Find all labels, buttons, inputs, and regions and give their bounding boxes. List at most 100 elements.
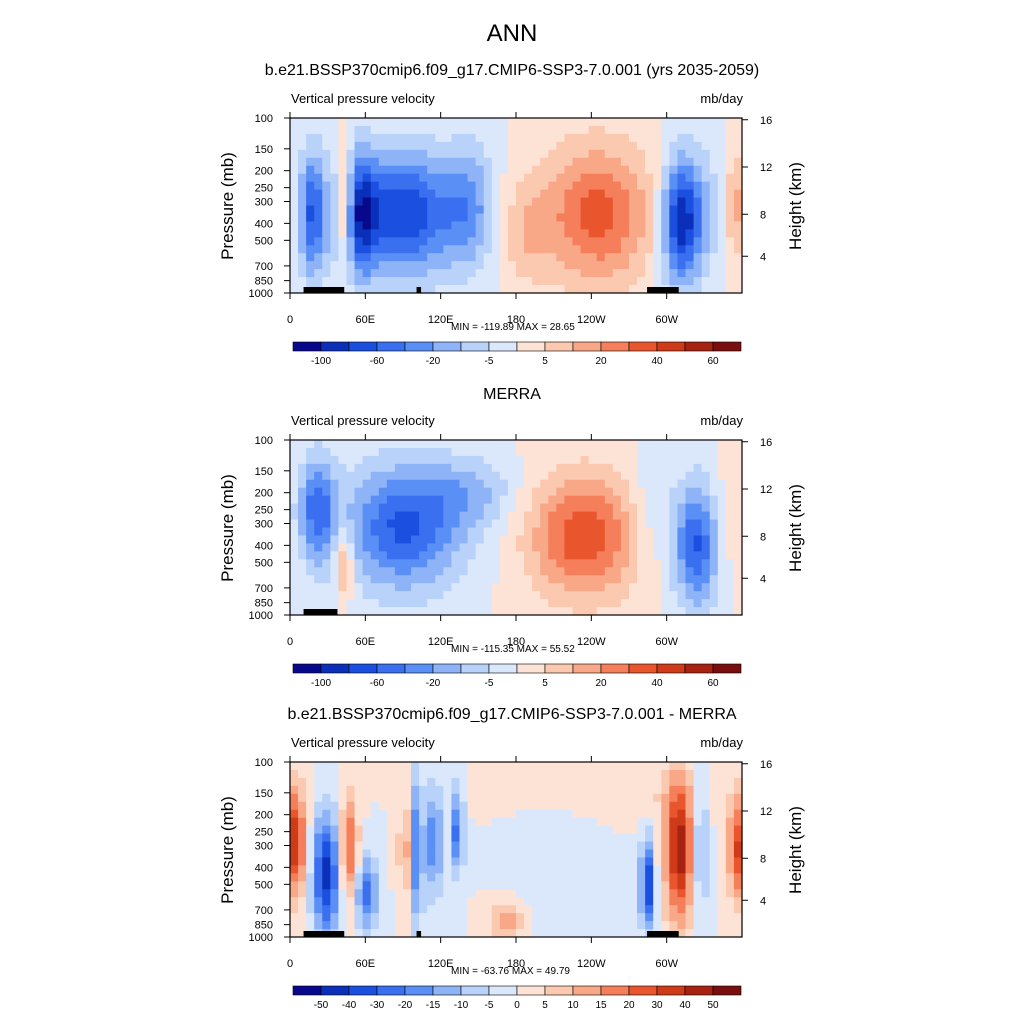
heatmap-cell bbox=[661, 801, 670, 811]
heatmap-cell bbox=[701, 487, 711, 497]
heatmap-cell bbox=[394, 567, 404, 576]
heatmap-cell bbox=[540, 141, 549, 151]
heatmap-cell bbox=[475, 801, 485, 811]
heatmap-cell bbox=[451, 897, 461, 906]
heatmap-cell bbox=[290, 479, 299, 489]
heatmap-cell bbox=[588, 897, 598, 906]
heatmap-cell bbox=[677, 575, 687, 584]
heatmap-cell bbox=[701, 785, 711, 795]
heatmap-cell bbox=[725, 591, 735, 600]
heatmap-cell bbox=[475, 849, 485, 859]
heatmap-cell bbox=[362, 440, 372, 449]
heatmap-cell bbox=[653, 599, 662, 608]
heatmap-cell bbox=[669, 471, 679, 481]
heatmap-cell bbox=[419, 495, 428, 505]
heatmap-cell bbox=[572, 833, 582, 843]
heatmap-cell bbox=[451, 165, 461, 175]
heatmap-cell bbox=[516, 865, 525, 874]
heatmap-cell bbox=[411, 762, 420, 771]
heatmap-cell bbox=[516, 487, 525, 497]
heatmap-cell bbox=[411, 173, 420, 183]
heatmap-cell bbox=[354, 463, 364, 473]
heatmap-cell bbox=[475, 825, 485, 835]
heatmap-cell bbox=[386, 793, 396, 803]
heatmap-cell bbox=[507, 769, 517, 779]
heatmap-cell bbox=[516, 165, 525, 175]
heatmap-cell bbox=[298, 447, 307, 457]
heatmap-cell bbox=[572, 189, 582, 199]
heatmap-cell bbox=[540, 929, 549, 938]
heatmap-cell bbox=[394, 229, 404, 238]
heatmap-cell bbox=[629, 801, 638, 811]
heatmap-cell bbox=[427, 583, 436, 592]
heatmap-cell bbox=[475, 471, 485, 481]
heatmap-cell bbox=[709, 269, 719, 278]
heatmap-cell bbox=[725, 245, 735, 254]
heatmap-cell bbox=[620, 261, 630, 270]
heatmap-cell bbox=[637, 575, 646, 584]
heatmap-cell bbox=[701, 149, 711, 159]
heatmap-cell bbox=[370, 165, 380, 175]
heatmap-cell bbox=[661, 543, 670, 552]
heatmap-cell bbox=[451, 205, 461, 215]
heatmap-cell bbox=[370, 519, 380, 529]
colorbar-segment bbox=[572, 985, 602, 996]
heatmap-cell bbox=[491, 118, 501, 127]
heatmap-cell bbox=[507, 897, 517, 906]
heatmap-cell bbox=[451, 809, 461, 819]
topography-mask bbox=[416, 931, 422, 937]
heatmap-cell bbox=[524, 125, 533, 135]
heatmap-cell bbox=[306, 213, 315, 223]
heatmap-cell bbox=[346, 817, 356, 827]
heatmap-cell bbox=[645, 591, 654, 600]
heatmap-cell bbox=[588, 841, 598, 851]
heatmap-cell bbox=[290, 181, 299, 191]
heatmap-cell bbox=[475, 857, 485, 867]
heatmap-cell bbox=[419, 929, 428, 938]
heatmap-cell bbox=[612, 527, 622, 537]
heatmap-cell bbox=[290, 567, 299, 576]
heatmap-cell bbox=[338, 253, 348, 262]
heatmap-cell bbox=[443, 519, 453, 529]
heatmap-cell bbox=[378, 817, 388, 827]
heatmap-cell bbox=[580, 897, 590, 906]
heatmap-cell bbox=[548, 261, 557, 270]
heatmap-cell bbox=[443, 173, 453, 183]
heatmap-cell bbox=[427, 157, 436, 167]
heatmap-cell bbox=[330, 913, 340, 922]
heatmap-cell bbox=[612, 905, 622, 914]
heatmap-cell bbox=[443, 213, 453, 223]
heatmap-cell bbox=[653, 591, 662, 600]
heatmap-cell bbox=[709, 865, 719, 874]
heatmap-cell bbox=[572, 873, 582, 882]
heatmap-cell bbox=[572, 777, 582, 787]
heatmap-cell bbox=[330, 463, 340, 473]
heatmap-cell bbox=[580, 833, 590, 843]
heatmap-cell bbox=[677, 583, 687, 592]
heatmap-cell bbox=[378, 487, 388, 497]
heatmap-cell bbox=[411, 149, 420, 159]
heatmap-cell bbox=[580, 762, 590, 771]
heatmap-cell bbox=[411, 440, 420, 449]
heatmap-cell bbox=[467, 125, 477, 135]
heatmap-cell bbox=[394, 503, 404, 513]
heatmap-cell bbox=[612, 825, 622, 835]
colorbar-label: -40 bbox=[342, 1000, 357, 1011]
heatmap-cell bbox=[290, 833, 299, 843]
heatmap-cell bbox=[451, 793, 461, 803]
heatmap-cell bbox=[629, 873, 638, 882]
heatmap-cell bbox=[661, 229, 670, 238]
heatmap-cell bbox=[693, 599, 703, 608]
heatmap-cell bbox=[491, 165, 501, 175]
heatmap-cell bbox=[443, 889, 453, 898]
heatmap-cell bbox=[475, 118, 485, 127]
heatmap-cell bbox=[717, 447, 727, 457]
heatmap-cell bbox=[620, 777, 630, 787]
heatmap-cell bbox=[717, 865, 727, 874]
heatmap-cell bbox=[717, 221, 727, 230]
heatmap-cell bbox=[467, 261, 477, 270]
heatmap-cell bbox=[346, 567, 356, 576]
heatmap-cell bbox=[701, 221, 711, 230]
heatmap-cell bbox=[427, 237, 436, 246]
heatmap-cell bbox=[637, 189, 646, 199]
